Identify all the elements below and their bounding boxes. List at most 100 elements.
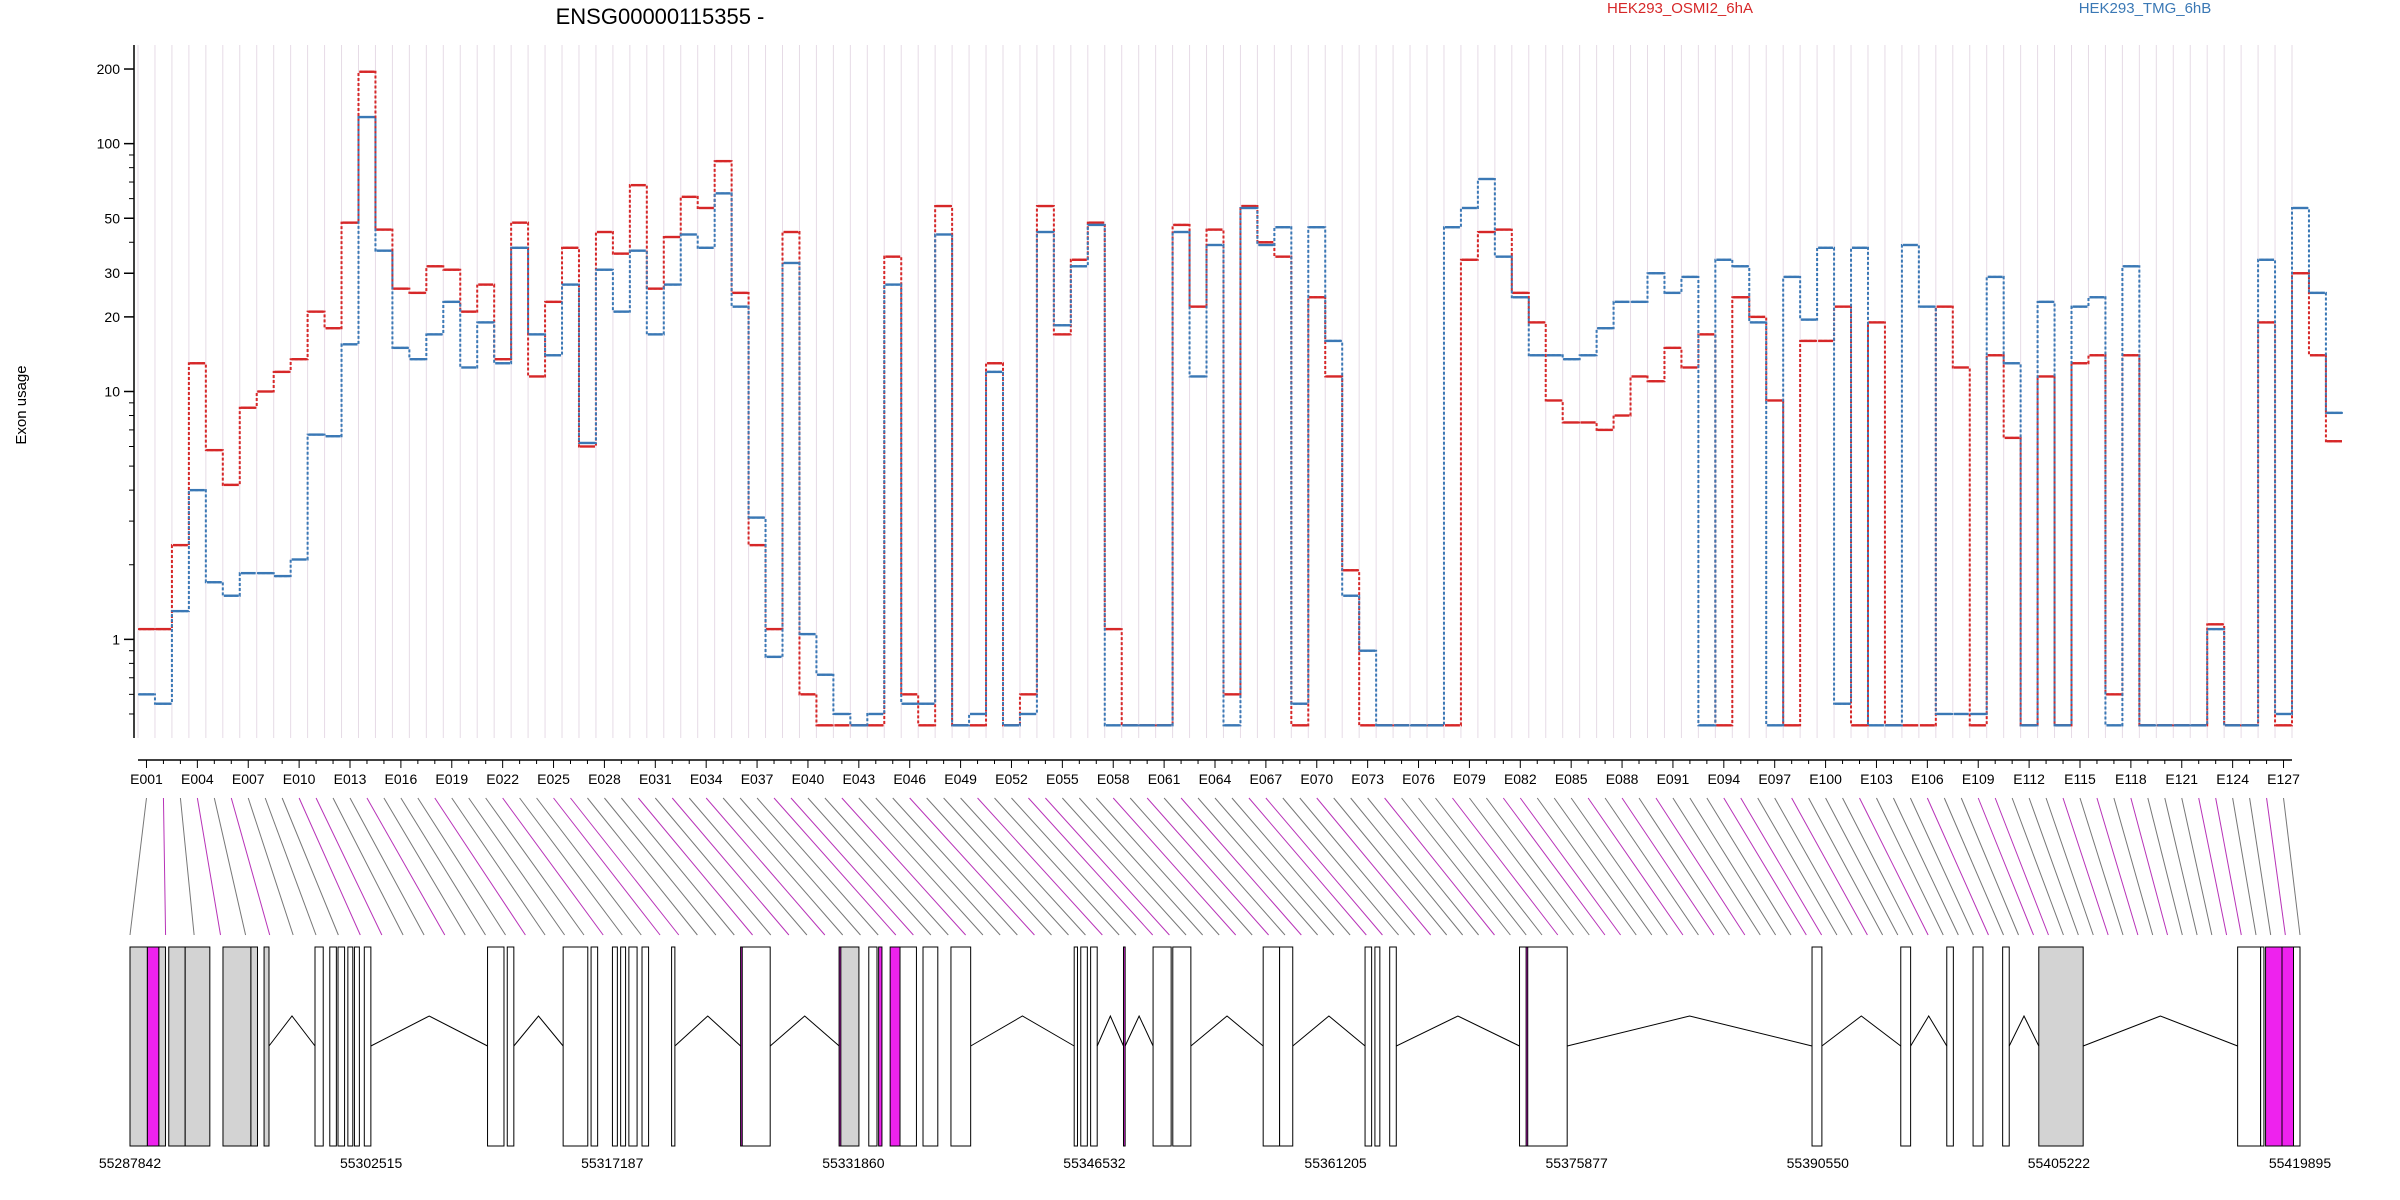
x-tick-label: E028 bbox=[588, 771, 621, 787]
connector-line bbox=[383, 797, 466, 936]
exon-block bbox=[487, 946, 505, 1147]
connector-line bbox=[1926, 797, 1989, 936]
connector-line bbox=[1095, 797, 1220, 936]
connector-line bbox=[1825, 797, 1899, 936]
x-tick-label: E010 bbox=[283, 771, 316, 787]
intron-line bbox=[1096, 1014, 1124, 1047]
connector-line bbox=[1570, 797, 1668, 936]
x-tick-label: E013 bbox=[334, 771, 367, 787]
exon-block bbox=[1090, 946, 1098, 1147]
connector-line bbox=[332, 797, 404, 936]
y-tick-label: 20 bbox=[104, 309, 120, 325]
connector-line bbox=[2283, 797, 2301, 936]
connector-line bbox=[1045, 797, 1170, 936]
connector-line bbox=[2130, 797, 2169, 936]
intron-line bbox=[1190, 1015, 1264, 1047]
connector-line bbox=[671, 797, 790, 936]
x-tick-label: E091 bbox=[1657, 771, 1690, 787]
connector-line bbox=[485, 797, 585, 936]
connector-line bbox=[1078, 797, 1204, 936]
x-tick-label: E073 bbox=[1351, 771, 1384, 787]
intron-line bbox=[1124, 1014, 1154, 1047]
connector-line bbox=[824, 797, 949, 936]
connector-line bbox=[2232, 797, 2257, 936]
connector-line bbox=[1672, 797, 1761, 936]
exon-block bbox=[314, 946, 324, 1147]
exon-block bbox=[353, 946, 360, 1147]
series-lines bbox=[138, 70, 2343, 727]
exon-block bbox=[184, 946, 211, 1147]
exon-block bbox=[363, 946, 372, 1147]
connector-line bbox=[2198, 797, 2228, 936]
exon-block bbox=[2002, 946, 2010, 1147]
connector-line bbox=[349, 797, 425, 936]
connector-line bbox=[1587, 797, 1684, 936]
connector-line bbox=[281, 797, 339, 936]
y-tick-label: 1 bbox=[112, 631, 120, 647]
exon-block bbox=[347, 946, 354, 1147]
exon-block bbox=[620, 946, 627, 1147]
exon-block bbox=[878, 946, 883, 1147]
connector-line bbox=[1469, 797, 1574, 936]
connector-line bbox=[1994, 797, 2049, 936]
y-tick-label: 200 bbox=[97, 61, 121, 77]
gene-model bbox=[129, 946, 2301, 1147]
connector-line bbox=[2062, 797, 2109, 936]
y-tick-label: 30 bbox=[104, 265, 120, 281]
connector-line bbox=[129, 797, 147, 936]
genomic-coordinate-labels: 55287842 55302515 55317187 55331860 55346532… bbox=[99, 1155, 2332, 1171]
intron-line bbox=[513, 1015, 564, 1047]
connector-line bbox=[2028, 797, 2079, 936]
exon-block bbox=[337, 946, 346, 1147]
connector-line bbox=[2113, 797, 2154, 936]
exon-block bbox=[1374, 946, 1381, 1147]
connector-line bbox=[230, 797, 271, 936]
connector-line bbox=[1892, 797, 1959, 936]
connector-line bbox=[1740, 797, 1823, 936]
exon-block bbox=[899, 946, 917, 1147]
exon-block bbox=[1364, 946, 1373, 1147]
connector-line bbox=[587, 797, 698, 936]
exon-block bbox=[263, 946, 270, 1147]
connector-line bbox=[179, 797, 195, 936]
connector-line bbox=[1231, 797, 1351, 936]
connector-line bbox=[960, 797, 1086, 936]
connector-line bbox=[1401, 797, 1511, 936]
intron-line bbox=[1910, 1015, 1948, 1047]
exon-block bbox=[1900, 946, 1912, 1147]
connector-line bbox=[1367, 797, 1479, 936]
connector-line bbox=[417, 797, 506, 936]
connector-line bbox=[1333, 797, 1448, 936]
connector-line bbox=[705, 797, 826, 936]
connector-line bbox=[1502, 797, 1606, 936]
x-tick-label: E022 bbox=[486, 771, 519, 787]
x-tick-label: E124 bbox=[2216, 771, 2249, 787]
connector-line bbox=[2266, 797, 2286, 936]
connector-line bbox=[1536, 797, 1637, 936]
connector-line bbox=[213, 797, 247, 936]
x-tick-label: E082 bbox=[1504, 771, 1537, 787]
x-tick-label: E118 bbox=[2115, 771, 2147, 787]
connector-line bbox=[1604, 797, 1699, 936]
connector-line bbox=[1265, 797, 1383, 936]
x-tick-label: E127 bbox=[2267, 771, 2300, 787]
connector-line bbox=[536, 797, 642, 936]
exon-block bbox=[1122, 946, 1126, 1147]
x-tick-label: E031 bbox=[639, 771, 672, 787]
x-tick-label: E043 bbox=[842, 771, 875, 787]
x-tick-label: E076 bbox=[1402, 771, 1435, 787]
connector-line bbox=[1485, 797, 1590, 936]
connector-line bbox=[637, 797, 753, 936]
connector-line bbox=[1112, 797, 1237, 936]
x-tick-label: E037 bbox=[741, 771, 774, 787]
connector-line bbox=[1723, 797, 1807, 936]
connector-line bbox=[620, 797, 735, 936]
exon-block bbox=[2237, 946, 2262, 1147]
connector-line bbox=[315, 797, 383, 936]
x-tick-label: E061 bbox=[1148, 771, 1181, 787]
coordinate-label: 55302515 bbox=[340, 1155, 403, 1171]
connector-line bbox=[298, 797, 361, 936]
connector-line bbox=[1638, 797, 1730, 936]
exon-block bbox=[889, 946, 901, 1147]
